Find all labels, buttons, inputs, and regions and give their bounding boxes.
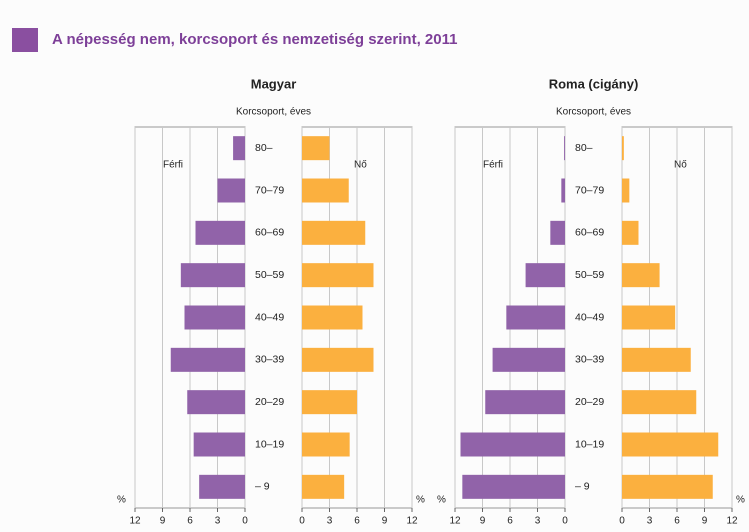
x-tick-label: 12 (129, 516, 141, 527)
bar (195, 220, 245, 245)
x-tick-label: 3 (327, 516, 333, 527)
bar (460, 432, 565, 457)
x-tick-label: 0 (299, 516, 305, 527)
category-label: 10–19 (255, 438, 284, 450)
x-tick-label: 3 (215, 516, 221, 527)
unit-label: % (736, 495, 745, 506)
x-tick-label: 9 (702, 516, 708, 527)
series-label: Nő (674, 160, 687, 171)
category-label: 20–29 (575, 396, 604, 408)
category-label: 30–39 (255, 354, 284, 366)
x-tick-label: 9 (160, 516, 166, 527)
bar (462, 474, 565, 499)
x-tick-label: 6 (674, 516, 680, 527)
bar (506, 305, 565, 330)
chart-title: Magyar (251, 76, 297, 91)
bar (564, 136, 565, 161)
series-label: Férfi (163, 160, 183, 171)
bar (302, 220, 366, 245)
bar (492, 347, 565, 372)
bar (302, 390, 357, 415)
bar (302, 347, 374, 372)
bar (187, 390, 245, 415)
x-tick-label: 0 (619, 516, 625, 527)
bar (622, 220, 639, 245)
series-label: Nő (354, 160, 367, 171)
bar (622, 390, 697, 415)
bar (622, 474, 713, 499)
axis-label: Korcsoport, éves (236, 107, 311, 118)
bar (525, 263, 565, 288)
category-label: 60–69 (255, 227, 284, 239)
x-tick-label: 6 (354, 516, 360, 527)
bar (302, 474, 345, 499)
bar (302, 432, 350, 457)
unit-label: % (416, 495, 425, 506)
category-label: – 9 (575, 481, 590, 493)
bar (302, 178, 349, 203)
x-tick-label: 3 (647, 516, 653, 527)
x-tick-label: 0 (242, 516, 248, 527)
category-label: 50–59 (255, 269, 284, 281)
x-tick-label: 12 (726, 516, 738, 527)
bar (184, 305, 245, 330)
x-tick-label: 9 (480, 516, 486, 527)
category-label: 20–29 (255, 396, 284, 408)
category-label: 60–69 (575, 227, 604, 239)
chart-title: Roma (cigány) (549, 76, 639, 91)
bar (622, 136, 624, 161)
bar (302, 136, 330, 161)
title-marker (12, 28, 38, 52)
series-label: Férfi (483, 160, 503, 171)
page-title: A népesség nem, korcsoport és nemzetiség… (52, 31, 457, 48)
x-tick-label: 12 (449, 516, 461, 527)
bar (622, 178, 630, 203)
x-tick-label: 9 (382, 516, 388, 527)
bar (561, 178, 565, 203)
axis-label: Korcsoport, éves (556, 107, 631, 118)
category-label: 40–49 (575, 311, 604, 323)
category-label: 80– (575, 142, 593, 154)
category-label: 80– (255, 142, 273, 154)
category-label: 40–49 (255, 311, 284, 323)
bar (622, 432, 719, 457)
category-label: – 9 (255, 481, 270, 493)
x-tick-label: 6 (507, 516, 513, 527)
bar (170, 347, 245, 372)
category-label: 10–19 (575, 438, 604, 450)
bar (180, 263, 245, 288)
bar (302, 263, 374, 288)
bar (199, 474, 245, 499)
unit-label: % (437, 495, 446, 506)
x-tick-label: 0 (562, 516, 568, 527)
x-tick-label: 6 (187, 516, 193, 527)
category-label: 70–79 (255, 184, 284, 196)
bar (485, 390, 565, 415)
bar (233, 136, 245, 161)
bar (622, 305, 676, 330)
category-label: 70–79 (575, 184, 604, 196)
bar (550, 220, 565, 245)
unit-label: % (117, 495, 126, 506)
bar (217, 178, 245, 203)
bar (622, 263, 660, 288)
category-label: 30–39 (575, 354, 604, 366)
bar (302, 305, 363, 330)
bar (622, 347, 691, 372)
x-tick-label: 3 (535, 516, 541, 527)
bar (193, 432, 245, 457)
category-label: 50–59 (575, 269, 604, 281)
x-tick-label: 12 (406, 516, 418, 527)
